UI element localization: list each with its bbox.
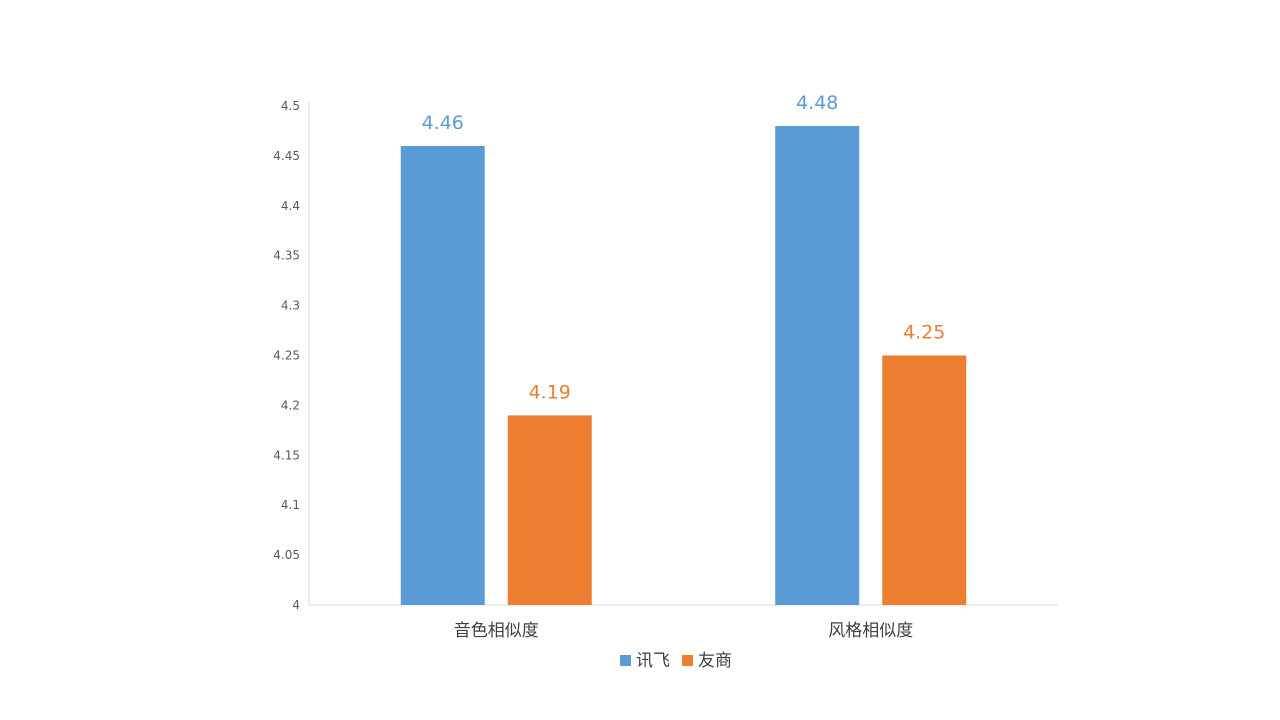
y-tick-label: 4 xyxy=(292,598,300,612)
data-label: 4.19 xyxy=(529,381,571,403)
y-tick-label: 4.2 xyxy=(281,398,300,412)
data-label: 4.46 xyxy=(422,112,464,134)
legend-swatch xyxy=(620,655,631,666)
bar-competitor xyxy=(882,355,967,605)
bar-xunfei xyxy=(400,145,485,606)
y-tick-label: 4.3 xyxy=(281,299,300,313)
y-tick-label: 4.35 xyxy=(273,249,300,263)
category-label: 音色相似度 xyxy=(454,621,539,641)
y-tick-label: 4.25 xyxy=(273,349,300,363)
y-tick-label: 4.15 xyxy=(273,448,300,462)
bar-competitor xyxy=(507,415,592,605)
bar-xunfei xyxy=(775,125,860,606)
y-tick-label: 4.1 xyxy=(281,498,300,512)
data-label: 4.48 xyxy=(796,92,838,114)
y-tick-label: 4.45 xyxy=(273,149,300,163)
y-tick-label: 4.4 xyxy=(281,199,300,213)
legend-label: 讯飞 xyxy=(636,651,670,671)
y-tick-label: 4.5 xyxy=(281,99,300,113)
y-tick-label: 4.05 xyxy=(273,548,300,562)
category-labels: 音色相似度 风格相似度 xyxy=(454,621,914,641)
y-axis-ticks: 4 4.05 4.1 4.15 4.2 4.25 4.3 4.35 4.4 4.45 4.5 xyxy=(273,99,300,612)
legend-label: 友商 xyxy=(698,651,732,671)
bars-group: 4.46 4.19 4.48 4.25 xyxy=(400,92,967,606)
data-label: 4.25 xyxy=(903,322,945,344)
legend: 讯飞 友商 xyxy=(620,651,732,671)
category-label: 风格相似度 xyxy=(828,621,913,641)
legend-swatch xyxy=(682,655,693,666)
